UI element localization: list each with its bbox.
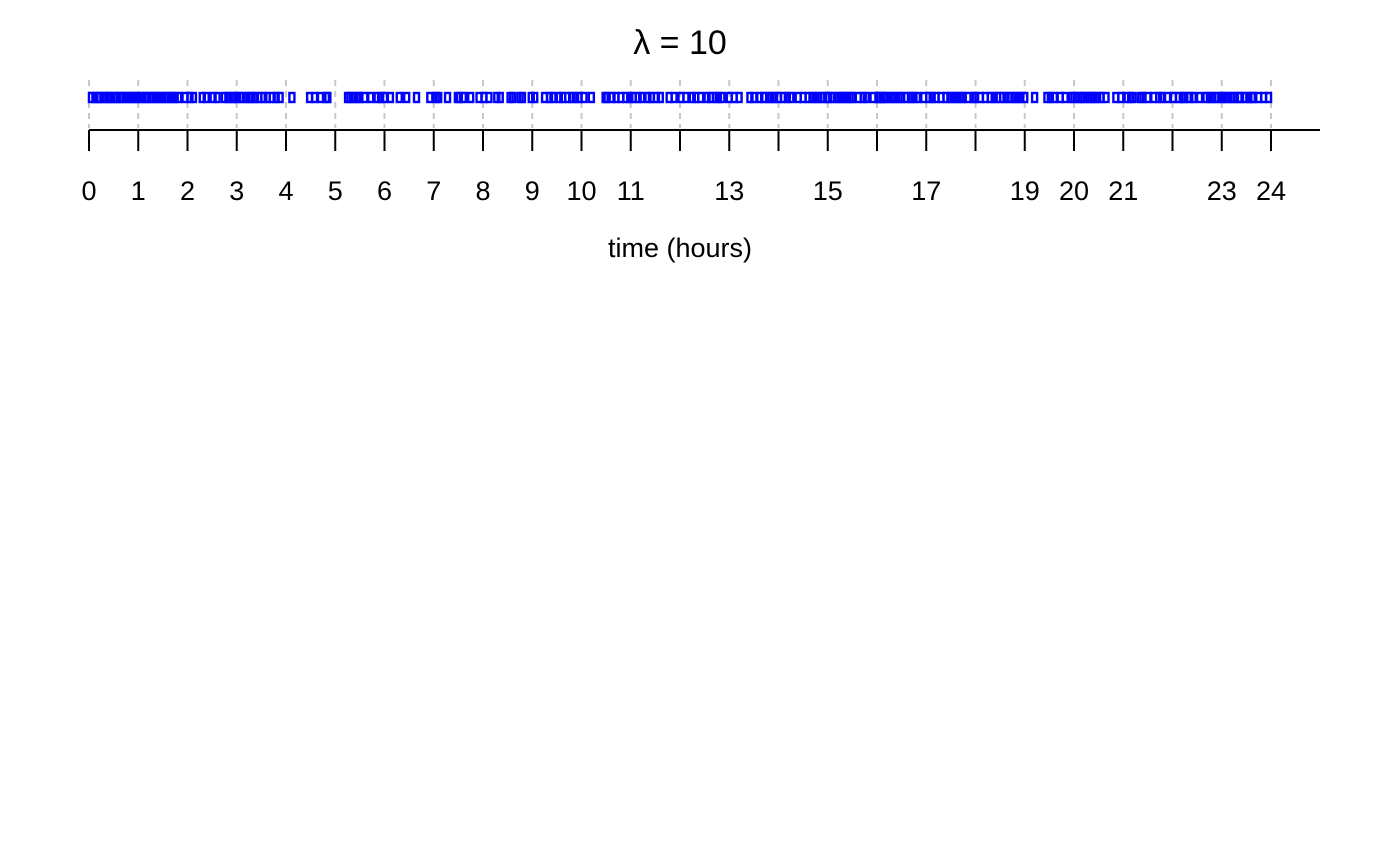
event-point xyxy=(1050,91,1059,104)
x-tick-label: 9 xyxy=(525,176,540,206)
x-tick-label: 10 xyxy=(566,176,596,206)
event-point xyxy=(496,91,504,104)
event-point xyxy=(518,91,527,104)
event-point xyxy=(670,91,678,104)
event-point xyxy=(718,91,726,104)
event-point xyxy=(466,91,475,104)
event-point xyxy=(426,91,434,104)
event-point xyxy=(412,91,421,104)
event-point xyxy=(324,91,332,104)
x-tick-label: 11 xyxy=(617,176,645,206)
event-point xyxy=(434,91,443,104)
event-point xyxy=(1061,91,1069,104)
event-point xyxy=(485,91,493,104)
event-point xyxy=(361,91,369,104)
event-point xyxy=(637,91,646,104)
chart-title: λ = 10 xyxy=(633,24,727,62)
event-point xyxy=(1129,91,1137,104)
event-point xyxy=(1264,91,1273,104)
x-tick-label: 15 xyxy=(813,176,843,206)
x-tick-label: 5 xyxy=(328,176,343,206)
event-point xyxy=(787,91,795,104)
x-tick-label: 7 xyxy=(426,176,441,206)
event-point xyxy=(1144,91,1152,104)
points-group xyxy=(87,91,1273,104)
x-tick-label: 0 xyxy=(81,176,96,206)
event-point xyxy=(395,91,403,104)
x-tick-label: 6 xyxy=(377,176,392,206)
x-tick-label: 3 xyxy=(229,176,244,206)
event-point xyxy=(1163,91,1172,104)
event-point xyxy=(696,91,705,104)
event-point xyxy=(386,91,395,104)
event-point xyxy=(750,91,758,104)
event-point xyxy=(1021,91,1029,104)
x-tick-label: 17 xyxy=(911,176,941,206)
event-point xyxy=(531,91,539,104)
event-point xyxy=(913,91,922,104)
event-point xyxy=(1117,91,1125,104)
event-point xyxy=(316,91,325,104)
event-point xyxy=(1189,91,1197,104)
event-point xyxy=(443,91,452,104)
event-point xyxy=(549,91,557,104)
event-point xyxy=(862,91,870,104)
x-tick-label: 23 xyxy=(1207,176,1237,206)
event-point xyxy=(735,91,743,104)
x-tick-label: 21 xyxy=(1108,176,1138,206)
event-point xyxy=(174,91,183,104)
x-tick-label: 8 xyxy=(475,176,490,206)
event-point xyxy=(189,91,198,104)
event-point xyxy=(682,91,690,104)
event-point xyxy=(1195,91,1204,104)
gridlines-group xyxy=(88,80,1272,128)
event-point xyxy=(213,91,221,104)
event-point xyxy=(367,91,375,104)
event-point xyxy=(459,91,467,104)
event-point xyxy=(656,91,664,104)
x-tick-label: 13 xyxy=(714,176,744,206)
event-point xyxy=(587,91,596,104)
event-point xyxy=(288,91,296,104)
x-tick-label: 1 xyxy=(131,176,146,206)
x-tick-label: 20 xyxy=(1059,176,1089,206)
event-point xyxy=(202,91,210,104)
x-axis-label: time (hours) xyxy=(608,233,752,263)
event-point xyxy=(276,91,284,104)
x-axis: 0 1 2 3 4 5 6 7 8 9 10 11 13 15 17 19 20 21 23 24 xyxy=(81,129,1320,206)
x-tick-label: 4 xyxy=(278,176,293,206)
event-point xyxy=(402,91,411,104)
event-point xyxy=(580,91,588,104)
event-point xyxy=(310,91,319,104)
event-point xyxy=(1102,91,1110,104)
x-tick-label: 19 xyxy=(1010,176,1040,206)
event-point xyxy=(1030,91,1039,104)
x-tick-label: 24 xyxy=(1256,176,1286,206)
x-tick-label: 2 xyxy=(180,176,195,206)
event-point xyxy=(508,91,517,104)
